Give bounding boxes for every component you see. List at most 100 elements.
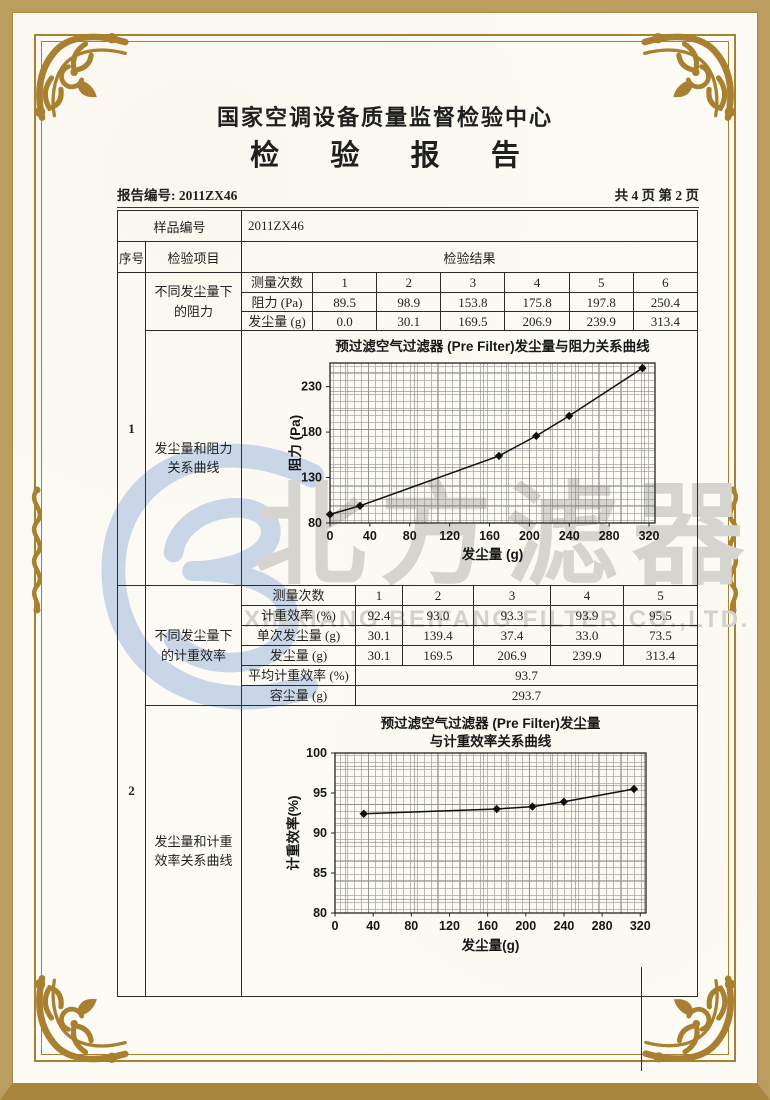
sample-row: 样品编号 2011ZX46 <box>118 211 697 242</box>
table-cell: 4 <box>504 273 568 292</box>
table-cell: 169.5 <box>440 311 505 330</box>
y-tick-label: 100 <box>306 746 327 760</box>
table-cell: 206.9 <box>504 311 569 330</box>
y-tick-label: 80 <box>308 516 322 530</box>
data-point <box>629 784 639 794</box>
table-cell: 250.4 <box>632 292 697 311</box>
table-cell: 3 <box>440 273 504 292</box>
table-cell: 98.9 <box>376 292 441 311</box>
table-cell: 73.5 <box>623 625 697 645</box>
y-tick-label: 85 <box>313 866 327 880</box>
col-result: 检验结果 <box>443 250 496 266</box>
table-cell: 93.9 <box>550 605 623 625</box>
x-tick-label: 120 <box>439 529 460 543</box>
table-cell: 30.1 <box>355 645 402 665</box>
table-cell: 175.8 <box>504 292 569 311</box>
grid-background <box>330 363 655 523</box>
report-number: 报告编号: 2011ZX46 <box>117 188 238 203</box>
data-point <box>355 501 365 511</box>
x-tick-label: 200 <box>519 529 540 543</box>
x-tick-label: 320 <box>630 919 651 933</box>
table-cell: 2 <box>376 273 440 292</box>
y-tick-label: 230 <box>301 380 322 394</box>
table-cell: 6 <box>632 273 697 292</box>
table-cell: 93.0 <box>402 605 473 625</box>
report-title: 检 验 报 告 <box>250 140 542 172</box>
seq-number: 1 <box>118 273 146 585</box>
x-tick-label: 280 <box>592 919 613 933</box>
efficiency-chart-row: 发尘量和计重效率关系曲线 0 40 80 120 160 200 240 280 320 80 85… <box>146 706 697 996</box>
table-cell: 89.5 <box>312 292 377 311</box>
table-cell: 93.7 <box>355 665 697 685</box>
table-cell: 2 <box>402 586 473 605</box>
table-cell: 239.9 <box>550 645 623 665</box>
sample-value: 2011ZX46 <box>248 218 304 233</box>
col-seq: 序号 <box>118 242 146 272</box>
table-cell: 测量次数 <box>250 275 303 290</box>
grid-background <box>335 753 646 913</box>
inspection-table: 样品编号 2011ZX46 序号 检验项目 检验结果 1 不同发尘量下的阻力 测… <box>117 210 698 997</box>
resistance-chart-row: 发尘量和阻力关系曲线 0 40 80 120 160 200 240 280 320 80 130 1… <box>146 331 697 585</box>
col-item: 检验项目 <box>146 242 242 272</box>
item-label: 不同发尘量下的阻力 <box>146 273 242 330</box>
efficiency-subtable-row: 不同发尘量下的计重效率 测量次数 1 2 3 4 5 计重效率 (%) 92.4 93.0 93.… <box>146 586 697 706</box>
x-tick-label: 160 <box>477 919 498 933</box>
x-tick-label: 0 <box>327 529 334 543</box>
data-line <box>329 367 643 516</box>
y-axis-label: 计重效率(%) <box>285 796 301 871</box>
resistance-data-table: 测量次数 1 2 3 4 5 6 阻力 (Pa) 89.5 98.9 153.8 175.8 197.8… <box>242 273 697 330</box>
x-axis-label: 发尘量 (g) <box>461 546 524 562</box>
group-resistance: 1 不同发尘量下的阻力 测量次数 1 2 3 4 5 6 阻力 (Pa) 89.5 98.9 153… <box>118 273 697 586</box>
x-tick-label: 80 <box>404 919 418 933</box>
table-cell: 4 <box>550 586 623 605</box>
table-cell: 容尘量 (g) <box>242 685 355 705</box>
item-label: 发尘量和计重效率关系曲线 <box>146 706 242 996</box>
table-cell: 测量次数 <box>272 588 325 603</box>
table-cell: 阻力 (Pa) <box>242 292 312 311</box>
resistance-subtable-row: 不同发尘量下的阻力 测量次数 1 2 3 4 5 6 阻力 (Pa) 89.5 98.9 153.8… <box>146 273 697 331</box>
table-cell: 单次发尘量 (g) <box>242 625 355 645</box>
table-cell: 5 <box>623 586 697 605</box>
x-tick-label: 280 <box>599 529 620 543</box>
table-cell: 30.1 <box>355 625 402 645</box>
table-cell: 93.3 <box>473 605 550 625</box>
report-meta-row: 报告编号: 2011ZX46 共 4 页 第 2 页 <box>117 184 699 208</box>
table-cell: 313.4 <box>632 311 697 330</box>
seq-number: 2 <box>118 586 146 996</box>
table-cell: 3 <box>473 586 550 605</box>
data-point <box>325 510 335 519</box>
table-cell: 发尘量 (g) <box>242 311 312 330</box>
y-tick-label: 130 <box>301 471 322 485</box>
page-info: 共 4 页 第 2 页 <box>614 188 699 203</box>
x-tick-label: 240 <box>559 529 580 543</box>
table-cell: 发尘量 (g) <box>242 645 355 665</box>
table-cell: 92.4 <box>355 605 402 625</box>
chart-title: 预过滤空气过滤器 (Pre Filter)发尘量 <box>381 715 601 731</box>
x-tick-label: 160 <box>479 529 500 543</box>
table-cell: 313.4 <box>623 645 697 665</box>
x-tick-label: 40 <box>366 919 380 933</box>
table-cell: 169.5 <box>402 645 473 665</box>
table-cell: 239.9 <box>568 311 633 330</box>
group-efficiency: 2 不同发尘量下的计重效率 测量次数 1 2 3 4 5 计重效率 (%) 92.4 93.0 9… <box>118 586 697 996</box>
table-cell: 0.0 <box>312 311 377 330</box>
table-cell: 平均计重效率 (%) <box>242 665 355 685</box>
x-tick-label: 200 <box>515 919 536 933</box>
y-axis-label: 阻力 (Pa) <box>287 415 303 471</box>
table-cell: 1 <box>355 586 402 605</box>
table-header-row: 序号 检验项目 检验结果 <box>118 242 697 273</box>
x-tick-label: 0 <box>332 919 339 933</box>
table-cell: 95.5 <box>623 605 697 625</box>
x-tick-label: 320 <box>639 529 660 543</box>
table-cell: 1 <box>312 273 376 292</box>
efficiency-curve-chart: 0 40 80 120 160 200 240 280 320 80 85 90 95 100 预过滤空气过… <box>285 715 651 953</box>
plot-frame <box>329 362 656 524</box>
item-label: 发尘量和阻力关系曲线 <box>146 331 242 585</box>
table-cell: 139.4 <box>402 625 473 645</box>
table-cell: 37.4 <box>473 625 550 645</box>
x-tick-label: 120 <box>439 919 460 933</box>
table-cell: 33.0 <box>550 625 623 645</box>
item-label: 不同发尘量下的计重效率 <box>146 586 242 705</box>
sample-label: 样品编号 <box>118 211 242 241</box>
